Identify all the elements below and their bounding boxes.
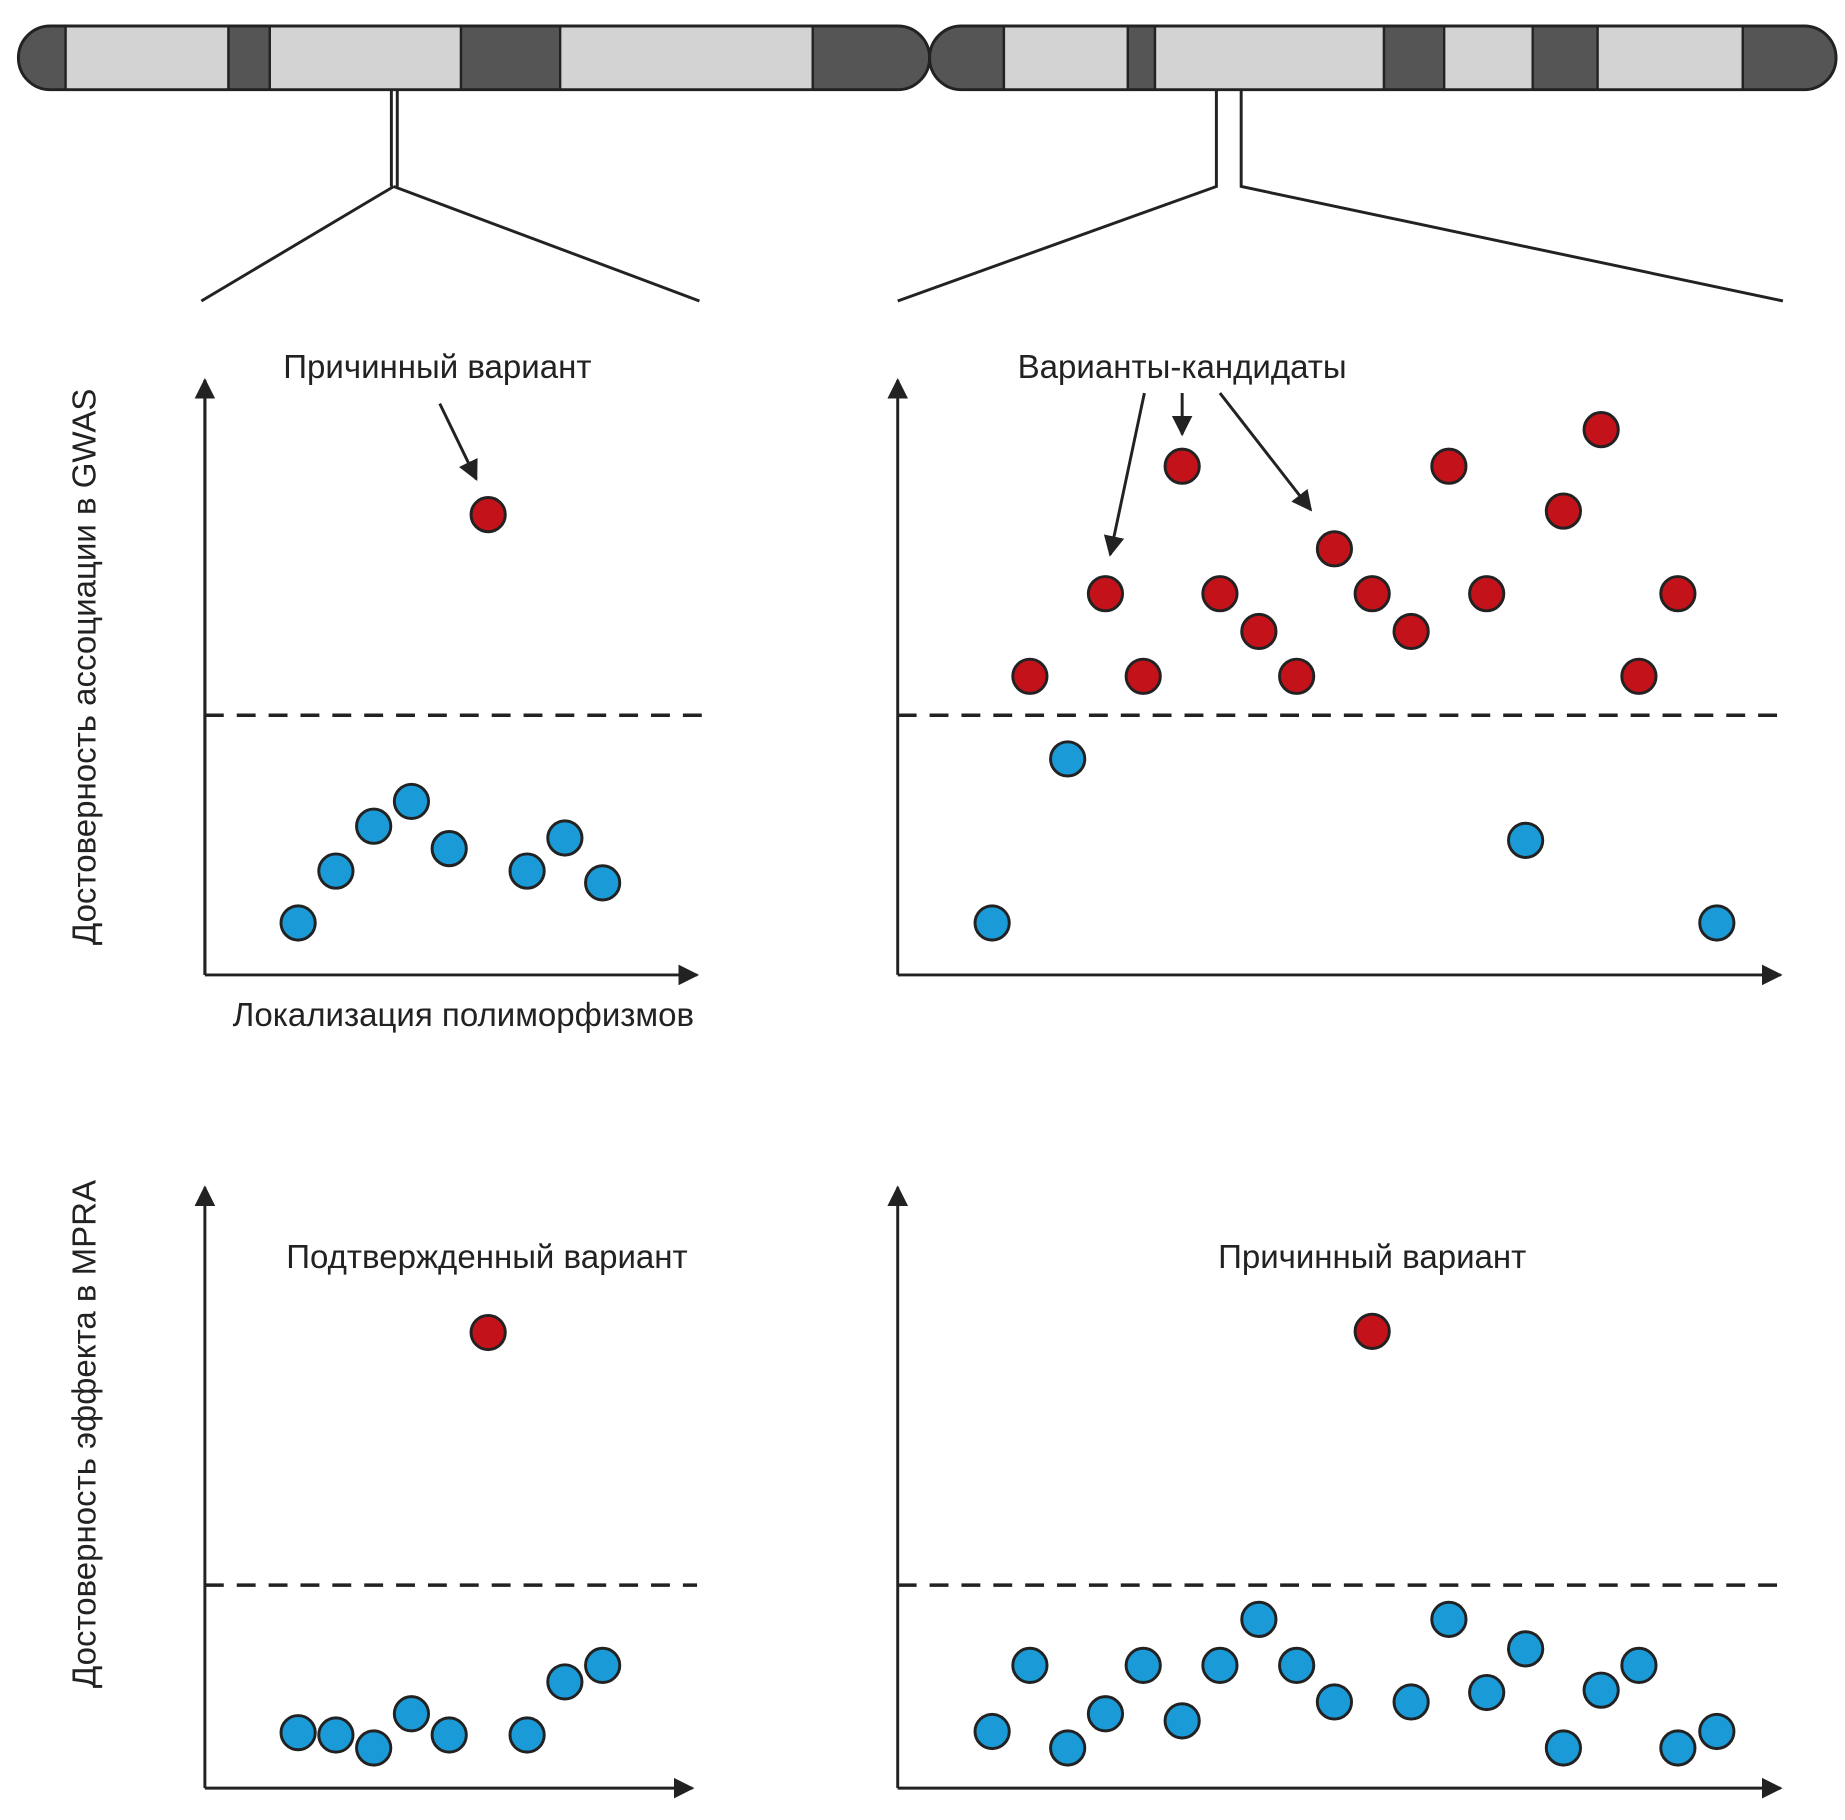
band (1443, 25, 1534, 90)
pointer-arrows (438, 392, 1313, 557)
variant (1163, 1702, 1201, 1740)
variant (1011, 1646, 1049, 1684)
annotation: Подтвержденный вариант (286, 1239, 687, 1276)
significant-variant (1315, 530, 1354, 568)
variant (1278, 1646, 1316, 1684)
variant (1049, 1729, 1087, 1767)
significant-variant (1659, 575, 1697, 613)
variant (584, 864, 622, 902)
chromosome (16, 24, 1838, 92)
significant-variant (1430, 447, 1468, 485)
zoom-lines (200, 89, 1784, 303)
significant-variant (1620, 657, 1658, 695)
significant-variant (1086, 575, 1125, 613)
variant (1392, 1683, 1430, 1721)
y-axis-label: Достоверность ассоциации в GWAS (67, 389, 104, 946)
variant (1086, 1695, 1125, 1733)
variant (430, 1716, 468, 1754)
variant (584, 1646, 622, 1684)
annotation: Варианты-кандидаты (1018, 349, 1347, 386)
variant (1124, 1646, 1162, 1684)
variant (1240, 1600, 1278, 1638)
variant (1659, 1729, 1697, 1767)
variant (279, 1714, 317, 1752)
band (459, 25, 562, 90)
variant (1468, 1673, 1506, 1712)
chromatid-outline (928, 24, 1838, 92)
significant-variant (1201, 575, 1239, 613)
variant (973, 1712, 1011, 1751)
x-axis-label: Локализация полиморфизмов (233, 997, 694, 1034)
band (558, 25, 814, 90)
band (1126, 25, 1157, 90)
band (1153, 25, 1386, 90)
significant-variant (1240, 612, 1278, 651)
band (64, 25, 230, 90)
variant (355, 1729, 393, 1767)
variant (1507, 1630, 1545, 1668)
band (1741, 25, 1837, 90)
variant (1201, 1646, 1239, 1684)
significant-variant (1392, 612, 1430, 651)
variant (355, 807, 393, 845)
annotation: Причинный вариант (1218, 1239, 1526, 1276)
significant-variant (469, 496, 507, 534)
band (811, 25, 930, 90)
significant-variant (1124, 657, 1162, 695)
thresholds (204, 713, 1783, 1587)
band (1596, 25, 1744, 90)
significant-variant (1468, 575, 1506, 613)
y-axis-label: Достоверность эффекта в MPRA (67, 1180, 104, 1688)
band (1382, 25, 1446, 90)
variant (392, 1695, 431, 1733)
variant (317, 1716, 355, 1754)
significant-variant (1163, 447, 1201, 485)
variant (1698, 904, 1736, 942)
variant (508, 852, 546, 890)
chromatid (18, 25, 930, 90)
variant (1507, 821, 1545, 859)
variant (973, 904, 1011, 942)
significant-variant (469, 1313, 507, 1352)
variant (392, 782, 431, 821)
band (227, 25, 271, 90)
significant-variant (1278, 657, 1316, 695)
annotation: Причинный вариант (283, 349, 591, 386)
chromatid (929, 25, 1837, 90)
variant (1544, 1729, 1582, 1767)
significant-variant (1353, 1312, 1391, 1350)
significant-variant (1011, 657, 1049, 695)
variant (317, 852, 355, 890)
variants (279, 411, 1736, 1767)
variant (508, 1716, 546, 1754)
variant (1582, 1671, 1620, 1709)
variant (1620, 1646, 1658, 1684)
variant (279, 904, 317, 942)
variant (1698, 1712, 1736, 1751)
variant (1430, 1600, 1468, 1638)
variant (546, 819, 584, 857)
significant-variant (1582, 411, 1620, 449)
band (268, 25, 463, 90)
significant-variant (1544, 492, 1582, 530)
variant (1315, 1683, 1354, 1721)
variant (546, 1663, 584, 1701)
band (1002, 25, 1130, 90)
axes (194, 377, 1783, 1799)
significant-variant (1353, 575, 1391, 613)
variant (1049, 740, 1087, 778)
variant (430, 830, 468, 868)
band (1531, 25, 1599, 90)
